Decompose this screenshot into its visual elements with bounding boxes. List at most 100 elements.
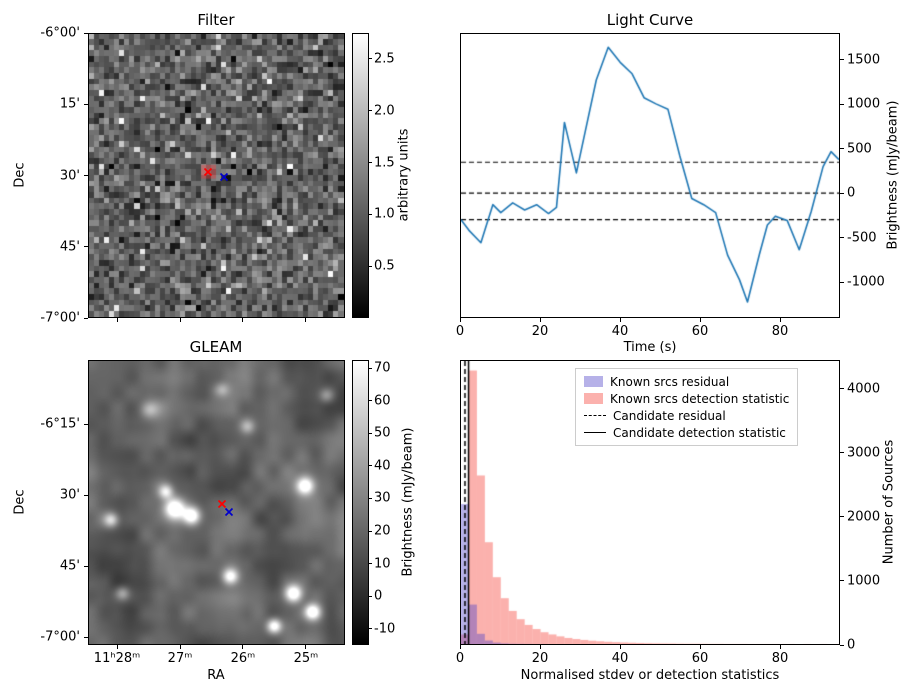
filter-ytick-mark <box>84 246 88 248</box>
histogram-xtick-label: 20 <box>531 651 549 666</box>
filter-ytick-mark <box>84 103 88 105</box>
gleam-image-panel <box>88 360 345 645</box>
histogram-ylabel-text: Number of Sources <box>881 439 897 565</box>
gleam-colorbar-tick-mark <box>369 563 372 565</box>
light-curve-xtick-label: 80 <box>771 324 789 339</box>
gleam-colorbar-tick-mark <box>369 530 372 532</box>
gleam-ytick-mark <box>84 423 88 425</box>
histogram-xlabel: Normalised stdev or detection statistics <box>520 668 780 683</box>
light-curve-xtick-label: 0 <box>455 324 465 339</box>
filter-xtick-mark <box>179 318 181 322</box>
gleam-colorbar-tick-label: 0 <box>374 588 383 604</box>
light-curve-ytick-label: -1000 <box>847 274 885 290</box>
legend-label-candidate-residual: Candidate residual <box>613 408 726 423</box>
light-curve-ytick-mark <box>840 103 844 105</box>
gleam-colorbar-tick-label: 60 <box>374 393 391 409</box>
filter-ytick-label: -6°00' <box>40 25 80 41</box>
light-curve-ytick-mark <box>840 281 844 283</box>
filter-colorbar-tick-mark <box>369 162 372 164</box>
gleam-xtick-label: 25ᵐ <box>293 651 319 666</box>
gleam-ytick-label: -6°15' <box>40 416 80 432</box>
light-curve-ytick-label: 1000 <box>847 96 881 112</box>
filter-colorbar-tick-mark <box>369 265 372 267</box>
gleam-xtick-label: 11ʰ28ᵐ <box>93 651 141 666</box>
light-curve-xlabel: Time (s) <box>623 340 677 355</box>
filter-xtick-mark <box>305 318 307 322</box>
panel-title-light-curve: Light Curve <box>606 11 694 29</box>
histogram-ytick-mark <box>840 516 844 518</box>
gleam-colorbar-tick-label: 20 <box>374 523 391 539</box>
legend-item-candidate-residual: Candidate residual <box>584 407 789 424</box>
filter-colorbar-tick-label: 2.5 <box>374 51 395 67</box>
gleam-candidate-blue-x-marker <box>224 507 234 517</box>
gleam-colorbar-tick-label: 70 <box>374 360 391 376</box>
filter-ytick-label: 45' <box>59 239 80 255</box>
legend-item-known-detection: Known srcs detection statistic <box>584 390 789 407</box>
gleam-ytick-label: -7°00' <box>40 629 80 645</box>
histogram-xtick-mark <box>699 645 701 649</box>
gleam-colorbar-tick-label: 50 <box>374 425 391 441</box>
gleam-xtick-label: 26ᵐ <box>230 651 256 666</box>
gleam-candidate-red-x-marker <box>217 499 227 509</box>
legend-dashed-line-icon <box>584 415 606 416</box>
legend-label-known-residual: Known srcs residual <box>610 374 730 389</box>
filter-ytick-label: -7°00' <box>40 310 80 326</box>
filter-colorbar-label-text: arbitrary units <box>396 128 412 222</box>
gleam-colorbar-tick-mark <box>369 400 372 402</box>
light-curve-xtick-label: 60 <box>691 324 709 339</box>
light-curve-ytick-label: -500 <box>847 230 877 246</box>
filter-ytick-mark <box>84 175 88 176</box>
histogram-ytick-label: 2000 <box>847 509 881 525</box>
gleam-colorbar-tick-mark <box>369 628 372 630</box>
legend-label-candidate-detection: Candidate detection statistic <box>613 425 786 440</box>
filter-candidate-red-x-marker <box>203 167 213 177</box>
gleam-colorbar-tick-label: 40 <box>374 458 391 474</box>
light-curve-panel <box>460 33 840 318</box>
panel-title-filter: Filter <box>197 11 235 29</box>
light-curve-ylabel-text: Brightness (mJy/beam) <box>885 100 901 250</box>
light-curve-ytick-label: 1500 <box>847 52 881 68</box>
gleam-ytick-label: 45' <box>59 558 80 574</box>
histogram-ytick-label: 1000 <box>847 573 881 589</box>
histogram-xtick-label: 40 <box>611 651 629 666</box>
legend-item-candidate-detection: Candidate detection statistic <box>584 424 789 441</box>
filter-colorbar-tick-label: 1.0 <box>374 206 395 222</box>
filter-noise-image <box>89 34 344 317</box>
gleam-xtick-mark <box>179 645 181 649</box>
light-curve-xtick-label: 20 <box>531 324 549 339</box>
filter-colorbar-tick-label: 1.5 <box>374 155 395 171</box>
histogram-legend: Known srcs residual Known srcs detection… <box>575 368 799 446</box>
histogram-ytick-mark <box>840 388 844 390</box>
histogram-xtick-mark <box>459 645 461 649</box>
histogram-ytick-label: 0 <box>847 637 856 653</box>
legend-item-known-residual: Known srcs residual <box>584 373 789 390</box>
gleam-colorbar-tick-mark <box>369 595 372 597</box>
histogram-ytick-label: 4000 <box>847 381 881 397</box>
histogram-xtick-mark <box>779 645 781 649</box>
gleam-xlabel-ra: RA <box>207 668 225 683</box>
light-curve-ytick-mark <box>840 148 844 150</box>
gleam-ylabel-text: Dec <box>12 489 28 515</box>
filter-colorbar-tick-mark <box>369 110 372 112</box>
gleam-xtick-mark <box>116 645 118 649</box>
filter-colorbar-tick-label: 0.5 <box>374 258 395 274</box>
histogram-ytick-label: 3000 <box>847 445 881 461</box>
filter-ytick-mark <box>84 317 88 319</box>
filter-ytick-label: 30' <box>59 168 80 183</box>
histogram-ytick-mark <box>840 644 844 646</box>
filter-xtick-mark <box>116 318 118 322</box>
gleam-colorbar <box>352 360 369 645</box>
filter-ytick-mark <box>84 32 88 34</box>
light-curve-xtick-mark <box>779 318 781 322</box>
gleam-colorbar-tick-label: 10 <box>374 556 391 572</box>
filter-xtick-mark <box>242 318 244 322</box>
legend-label-known-detection: Known srcs detection statistic <box>610 391 790 406</box>
legend-swatch-known-detection <box>584 393 603 404</box>
light-curve-xtick-mark <box>699 318 701 322</box>
filter-ytick-label: 15' <box>59 96 80 112</box>
gleam-ytick-mark <box>84 636 88 638</box>
panel-title-gleam: GLEAM <box>189 338 243 356</box>
light-curve-ytick-mark <box>840 237 844 239</box>
gleam-colorbar-tick-mark <box>369 465 372 467</box>
